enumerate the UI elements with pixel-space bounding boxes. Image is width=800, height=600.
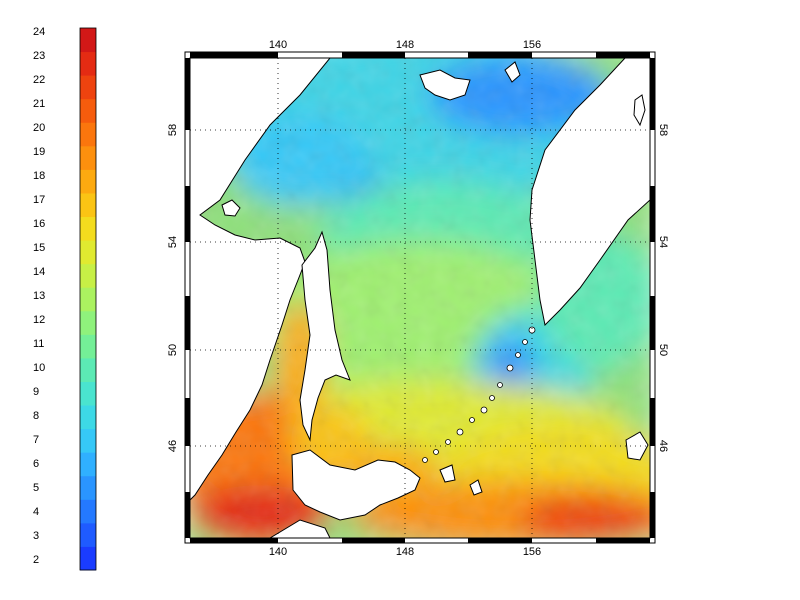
colorbar-swatch	[80, 169, 96, 194]
colorbar-label: 10	[33, 362, 45, 374]
bottom-lon-label: 148	[396, 546, 414, 558]
colorbar-swatch	[80, 310, 96, 335]
colorbar-label: 12	[33, 314, 45, 326]
graticule	[190, 58, 650, 538]
colorbar-label: 24	[33, 26, 45, 38]
colorbar-label: 3	[33, 530, 39, 542]
right-lat-label: 50	[657, 344, 669, 356]
colorbar-border	[79, 27, 97, 571]
top-lon-label: 140	[269, 39, 287, 51]
colorbar-swatch	[80, 263, 96, 288]
colorbar-label: 8	[33, 410, 39, 422]
colorbar-swatch	[80, 192, 96, 218]
top-lon-label: 148	[396, 39, 414, 51]
colorbar-label: 14	[33, 266, 45, 278]
colorbar-label: 9	[33, 386, 39, 398]
colorbar-labels: 24 23 22 21 20 19 18 17 16 15 14 13 12 1…	[33, 26, 45, 566]
colorbar-swatch	[80, 98, 96, 123]
colorbar-swatch	[80, 122, 96, 147]
bottom-lon-label: 156	[523, 546, 541, 558]
kuril-islands	[422, 326, 536, 463]
colorbar-swatch	[80, 240, 96, 265]
colorbar-swatch	[80, 546, 96, 571]
sst-field	[190, 58, 650, 538]
bottom-lon-label: 140	[269, 546, 287, 558]
land-masses	[190, 58, 650, 538]
colorbar-label: 11	[33, 338, 44, 350]
left-lat-label: 50	[167, 344, 179, 356]
colorbar-label: 5	[33, 482, 39, 494]
top-lon-label: 156	[523, 39, 541, 51]
colorbar-swatch	[80, 475, 96, 500]
colorbar-label: 6	[33, 458, 39, 470]
colorbar-swatch	[80, 145, 96, 170]
left-lat-label: 46	[167, 440, 179, 452]
colorbar-swatch	[80, 499, 96, 524]
colorbar-swatch	[80, 28, 96, 53]
colorbar-label: 13	[33, 290, 45, 302]
colorbar-label: 23	[33, 50, 45, 62]
colorbar-label: 20	[33, 122, 45, 134]
right-lat-label: 58	[657, 124, 669, 136]
colorbar-label: 2	[33, 554, 39, 566]
map-border-checks	[185, 52, 655, 543]
colorbar-label: 4	[33, 506, 39, 518]
colorbar-swatch	[80, 428, 96, 453]
right-lat-label: 46	[657, 440, 669, 452]
colorbar-swatch	[80, 75, 96, 100]
colorbar-label: 15	[33, 242, 45, 254]
colorbar-swatch	[80, 334, 96, 359]
colorbar-swatch	[80, 381, 96, 406]
right-lat-label: 54	[657, 236, 669, 248]
colorbar-label: 18	[33, 170, 45, 182]
colorbar-label: 19	[33, 146, 45, 158]
colorbar-label: 16	[33, 218, 45, 230]
left-lat-label: 54	[167, 236, 179, 248]
colorbar-swatch	[80, 452, 96, 477]
colorbar-swatch	[80, 522, 96, 547]
colorbar-swatch	[80, 287, 96, 312]
left-lat-label: 58	[167, 124, 179, 136]
colorbar-swatch	[80, 405, 96, 430]
colorbar-swatch	[80, 216, 96, 241]
colorbar-label: 7	[33, 434, 39, 446]
colorbar-swatches	[79, 27, 97, 571]
colorbar-label: 22	[33, 74, 45, 86]
colorbar-swatch	[80, 357, 96, 382]
colorbar-swatch	[80, 51, 96, 76]
colorbar-label: 21	[33, 98, 45, 110]
colorbar-label: 17	[33, 194, 45, 206]
